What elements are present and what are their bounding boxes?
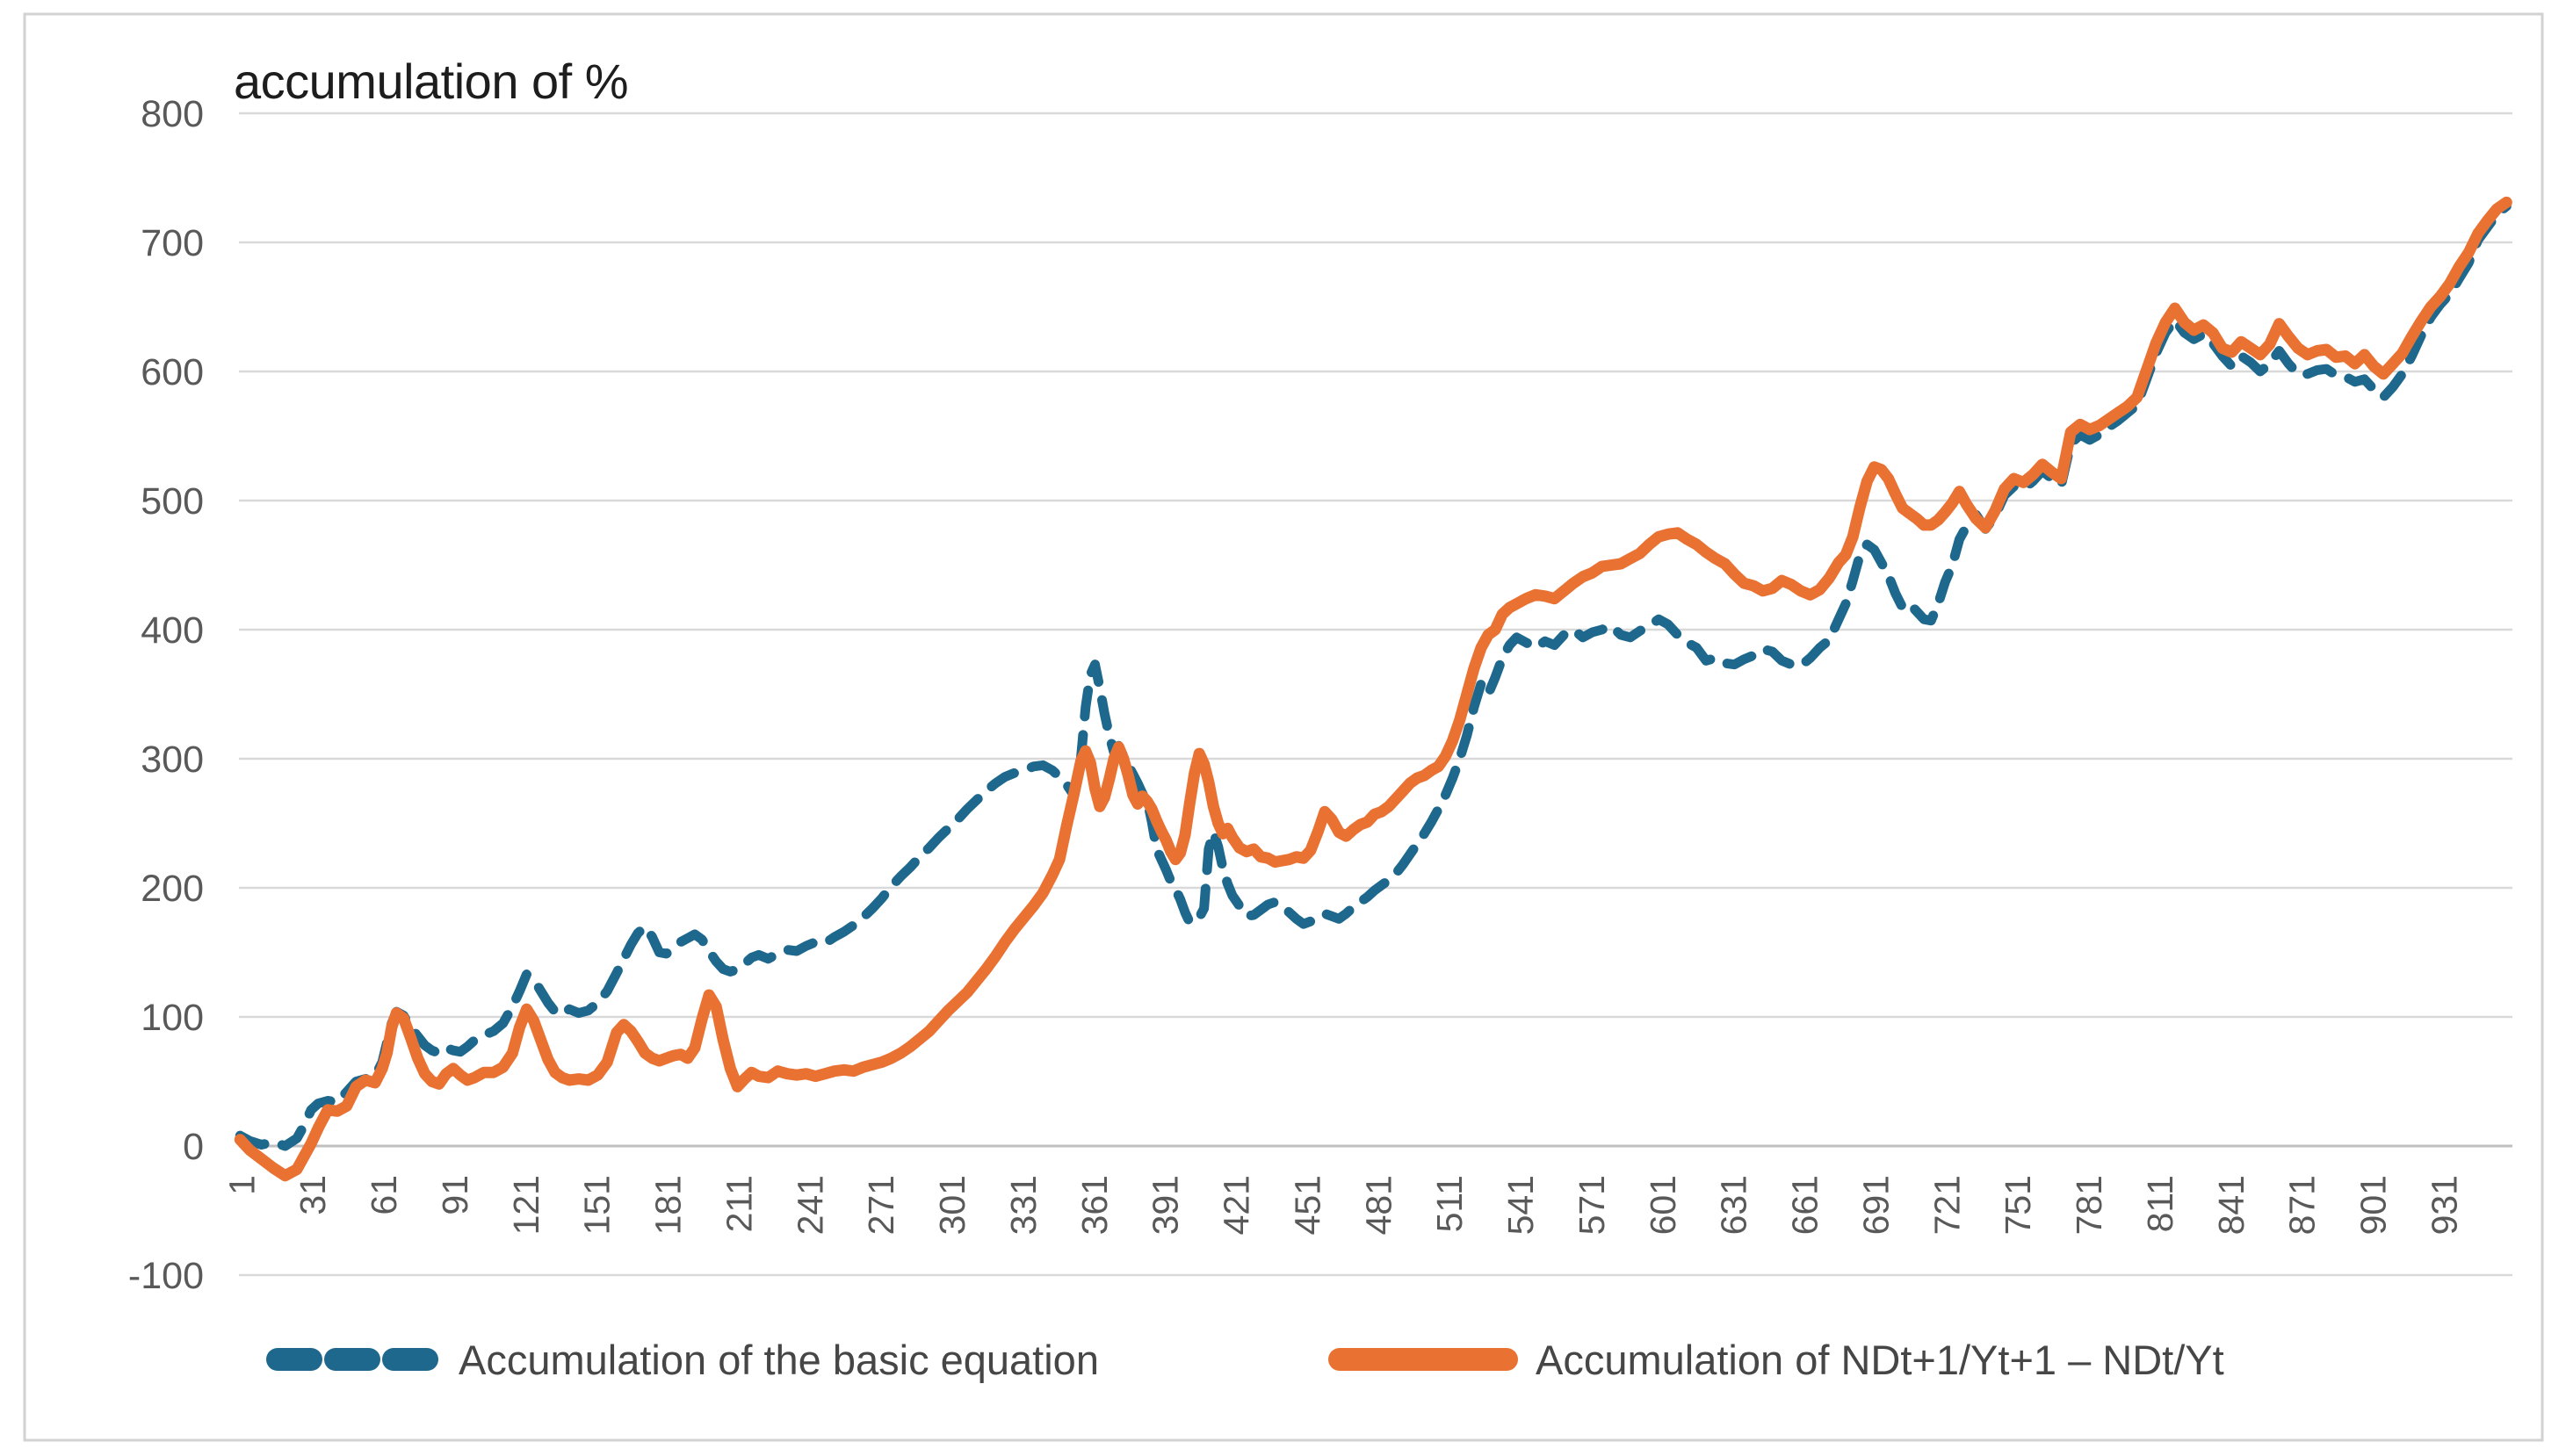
x-tick-label: 121 [506, 1175, 546, 1235]
x-tick-label: 601 [1643, 1175, 1683, 1235]
y-tick-label: 0 [183, 1126, 204, 1168]
x-tick-label: 421 [1217, 1175, 1257, 1235]
y-tick-label: 100 [141, 997, 204, 1039]
y-tick-label: 400 [141, 609, 204, 652]
x-tick-label: 271 [861, 1175, 901, 1235]
chart-border [23, 12, 2544, 1442]
x-tick-label: 781 [2069, 1175, 2109, 1235]
x-tick-label: 1 [221, 1175, 262, 1195]
x-tick-label: 451 [1287, 1175, 1327, 1235]
x-tick-label: 871 [2282, 1175, 2323, 1235]
x-tick-label: 481 [1358, 1175, 1399, 1235]
x-tick-label: 391 [1146, 1175, 1186, 1235]
y-tick-label: 600 [141, 351, 204, 393]
x-tick-label: 631 [1714, 1175, 1754, 1235]
x-tick-label: 211 [719, 1175, 759, 1232]
y-tick-label: 200 [141, 868, 204, 910]
y-tick-label: -100 [128, 1255, 204, 1297]
x-tick-label: 721 [1926, 1175, 1967, 1235]
x-tick-label: 511 [1429, 1175, 1470, 1232]
series-nd-ratio-line[interactable] [234, 196, 2512, 1182]
legend-entry-basic[interactable]: Accumulation of the basic equation [266, 1337, 1099, 1383]
x-tick-label: 91 [435, 1175, 475, 1215]
y-axis-labels-group: 800 700 600 500 400 300 200 100 0 -100 [128, 93, 204, 1297]
x-tick-label: 151 [577, 1175, 618, 1235]
x-tick-label: 361 [1074, 1175, 1115, 1235]
y-tick-label: 800 [141, 93, 204, 135]
x-tick-label: 541 [1500, 1175, 1541, 1235]
chart-title: accumulation of % [234, 54, 628, 109]
x-tick-label: 751 [1998, 1175, 2038, 1235]
x-tick-label: 331 [1003, 1175, 1044, 1235]
gridlines-group [239, 112, 2512, 1277]
x-tick-label: 841 [2211, 1175, 2252, 1235]
series-basic-equation-line[interactable] [235, 201, 2512, 1151]
legend-label-nd: Accumulation of NDt+1/Yt+1 – NDt/Yt [1536, 1337, 2224, 1383]
legend-entry-nd[interactable]: Accumulation of NDt+1/Yt+1 – NDt/Yt [1328, 1337, 2224, 1383]
legend: Accumulation of the basic equation Accum… [266, 1337, 2224, 1383]
x-tick-label: 301 [932, 1175, 972, 1235]
legend-label-basic: Accumulation of the basic equation [459, 1337, 1099, 1383]
x-tick-label: 181 [648, 1175, 689, 1235]
x-axis-labels-group: 1 31 61 91 121 151 181 211 241 271 301 331 361 391 421… [221, 1175, 2464, 1235]
x-tick-label: 811 [2140, 1175, 2180, 1232]
x-tick-label: 661 [1785, 1175, 1825, 1235]
y-tick-label: 300 [141, 739, 204, 781]
x-tick-label: 61 [364, 1175, 404, 1215]
x-tick-label: 241 [790, 1175, 830, 1235]
y-tick-label: 500 [141, 480, 204, 523]
x-tick-label: 31 [293, 1175, 333, 1215]
x-tick-label: 931 [2424, 1175, 2464, 1235]
x-tick-label: 691 [1855, 1175, 1896, 1235]
x-tick-label: 901 [2353, 1175, 2394, 1235]
y-tick-label: 700 [141, 222, 204, 264]
x-tick-label: 571 [1572, 1175, 1612, 1235]
